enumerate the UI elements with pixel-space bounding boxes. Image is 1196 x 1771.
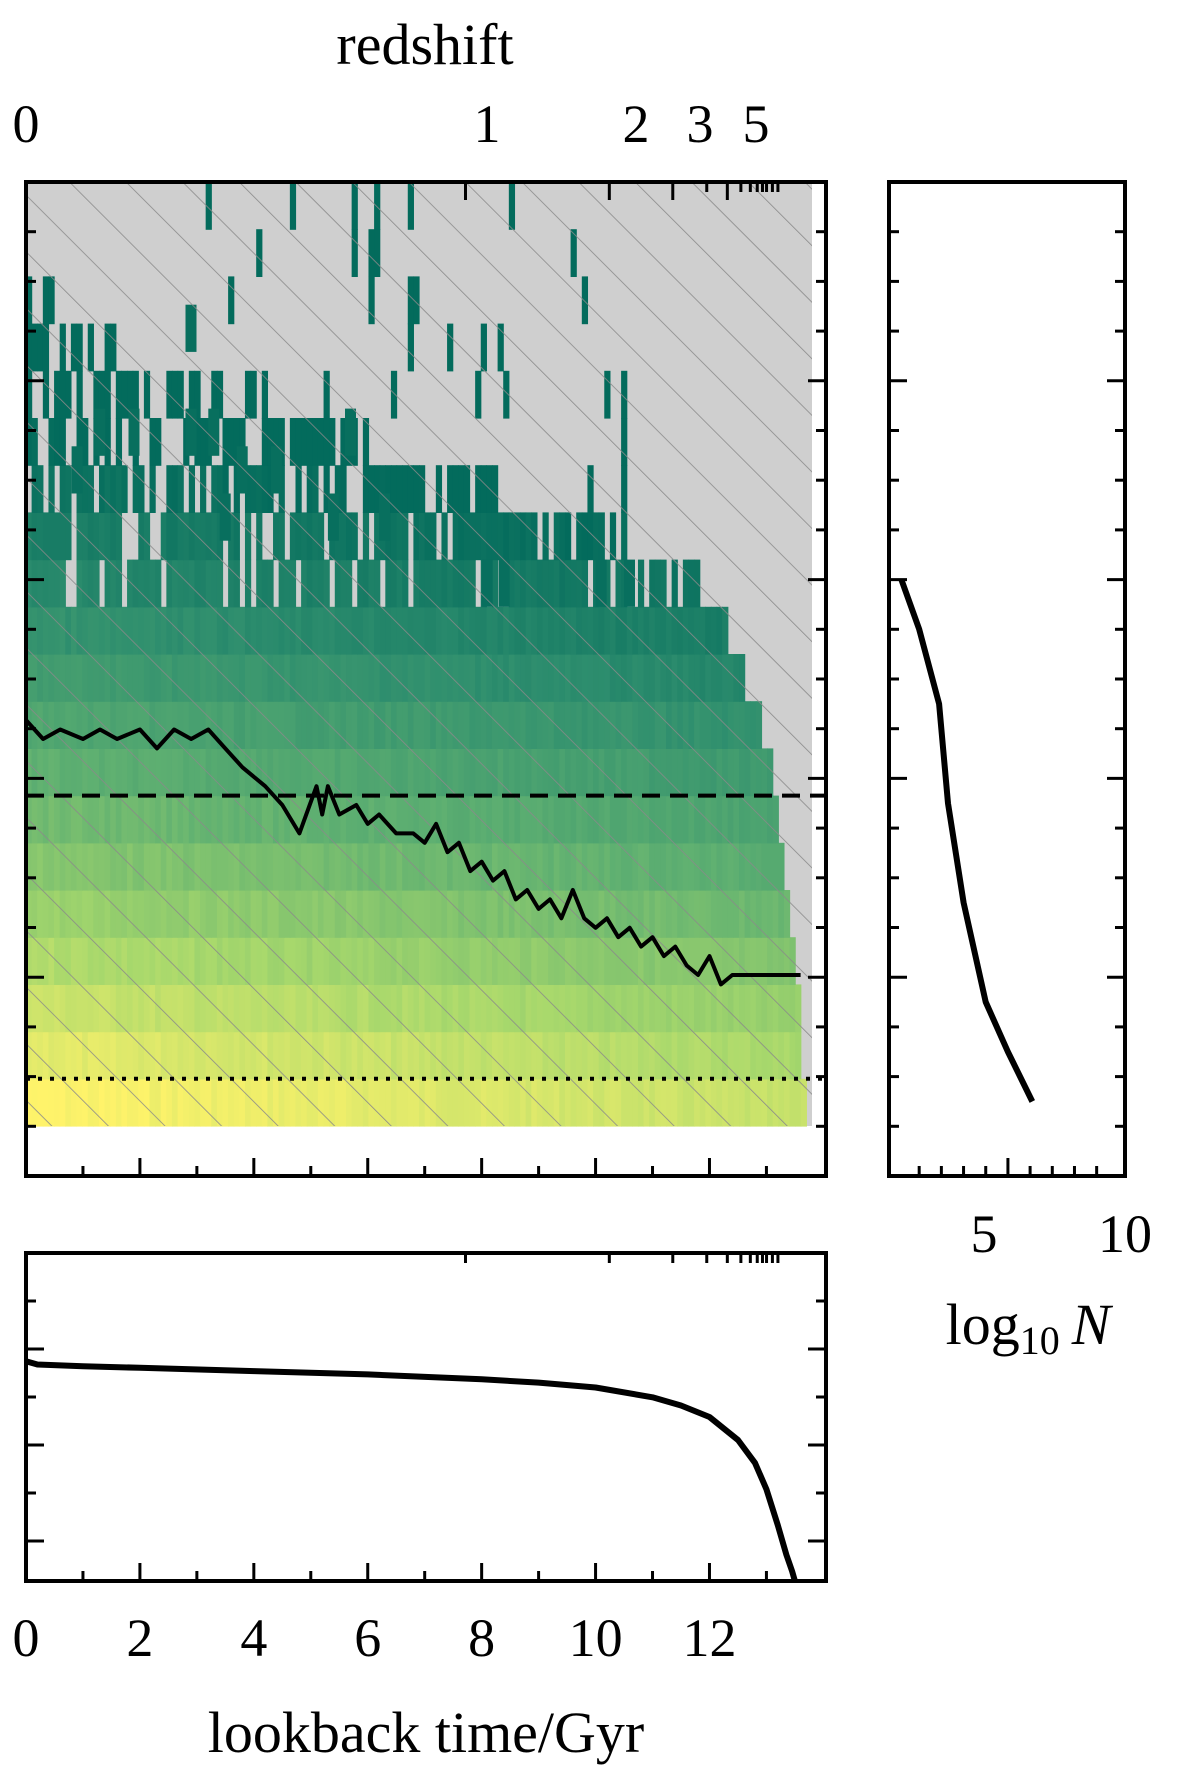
bottom-plot-area: [26, 1253, 826, 1581]
hatch-overlay: [26, 182, 812, 1126]
side-histogram-curve: [898, 578, 1035, 1103]
bottom-panel: 0 2 4 6 8 10 12 lookback time/Gyr: [13, 1251, 828, 1765]
side-x-label-subscript: 10: [1020, 1318, 1060, 1363]
bottom-x-tick-label: 8: [468, 1608, 495, 1668]
side-panel: 5 10 log10 N: [887, 180, 1152, 1363]
side-x-tick-10: 10: [1098, 1204, 1152, 1264]
main-panel: redshift 0 1 2 3 5: [13, 12, 828, 1178]
bottom-x-tick-label: 10: [569, 1608, 623, 1668]
bottom-x-tick-label: 2: [126, 1608, 153, 1668]
side-x-label-var: N: [1071, 1292, 1114, 1357]
lookback-axis-title: lookback time/Gyr: [208, 1700, 645, 1765]
main-frame: [24, 180, 828, 1178]
redshift-tick-3: 3: [687, 94, 714, 154]
bottom-x-tick-label: 6: [354, 1608, 381, 1668]
redshift-tick-2: 2: [623, 94, 650, 154]
side-x-axis-title: log10 N: [946, 1292, 1114, 1363]
redshift-tick-5: 5: [743, 94, 770, 154]
bottom-x-tick-label: 0: [13, 1608, 40, 1668]
bottom-curve: [26, 1358, 798, 1581]
main-solid-curve: [26, 718, 801, 987]
bottom-x-tick-label: 4: [240, 1608, 267, 1668]
redshift-tick-1: 1: [474, 94, 501, 154]
redshift-tick-0: 0: [13, 94, 40, 154]
bottom-frame: [24, 1251, 828, 1583]
bottom-tick-labels: 0 2 4 6 8 10 12: [13, 1608, 737, 1668]
side-plot-area: [889, 182, 1125, 1176]
side-frame: [887, 180, 1127, 1178]
side-x-tick-5: 5: [971, 1204, 998, 1264]
side-x-label-log: log: [946, 1292, 1020, 1357]
redshift-axis-title: redshift: [336, 12, 513, 77]
bottom-x-tick-label: 12: [682, 1608, 736, 1668]
